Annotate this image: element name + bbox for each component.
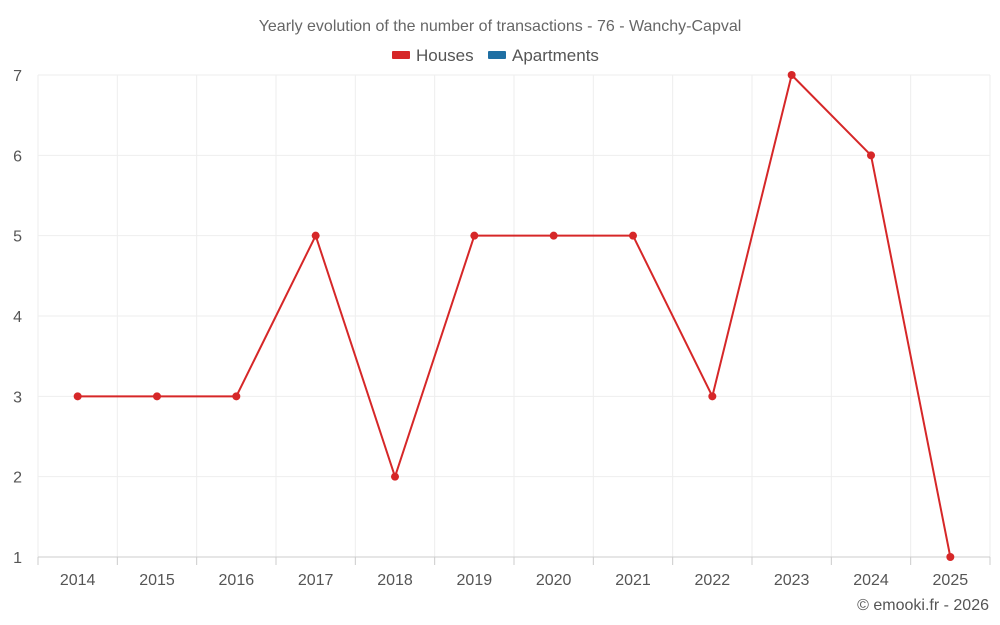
legend-label-houses: Houses [416,46,474,65]
x-tick-label: 2020 [536,572,572,589]
x-tick-label: 2018 [377,572,413,589]
data-point-houses-2014[interactable] [73,392,82,401]
data-point-houses-2019[interactable] [470,231,479,240]
x-tick-label: 2016 [219,572,255,589]
x-tick-label: 2019 [457,572,493,589]
x-tick-label: 2017 [298,572,334,589]
legend-swatch-houses [392,51,410,59]
x-tick-label: 2023 [774,572,810,589]
legend-item-houses[interactable]: Houses [392,46,474,65]
data-point-houses-2016[interactable] [232,392,241,401]
grid [37,74,991,557]
y-tick-label: 4 [13,309,22,326]
legend[interactable]: Houses Apartments [392,46,599,65]
x-tick-label: 2024 [853,572,889,589]
data-point-houses-2017[interactable] [311,231,320,240]
data-point-houses-2023[interactable] [787,71,796,79]
legend-item-apartments[interactable]: Apartments [488,46,599,65]
data-point-houses-2020[interactable] [549,231,558,240]
y-tick-label: 7 [13,68,22,85]
data-point-houses-2015[interactable] [153,392,161,401]
x-tick-label: 2022 [695,572,731,589]
legend-label-apartments: Apartments [512,46,599,65]
y-tick-label: 1 [13,550,22,567]
credit-text: © emooki.fr - 2026 [857,597,989,614]
data-point-houses-2025[interactable] [946,553,955,561]
data-point-houses-2018[interactable] [391,472,399,481]
data-point-houses-2024[interactable] [867,151,875,160]
y-tick-label: 2 [13,470,22,487]
y-tick-label: 3 [13,389,22,406]
data-point-houses-2021[interactable] [629,231,637,240]
chart-title: Yearly evolution of the number of transa… [259,18,742,35]
data-point-houses-2022[interactable] [708,392,717,401]
x-tick-label: 2014 [60,572,96,589]
y-tick-label: 6 [13,148,22,165]
x-tick-label: 2015 [139,572,175,589]
legend-swatch-apartments [488,51,506,59]
x-tick-label: 2021 [615,572,651,589]
axes: 1 2 3 4 5 6 7 2014 2015 2016 2017 2018 2019 2020 2021 2… [13,68,991,589]
y-tick-label: 5 [13,229,22,246]
series-line-houses [77,74,952,558]
series-houses [73,71,955,561]
x-tick-label: 2025 [933,572,969,589]
